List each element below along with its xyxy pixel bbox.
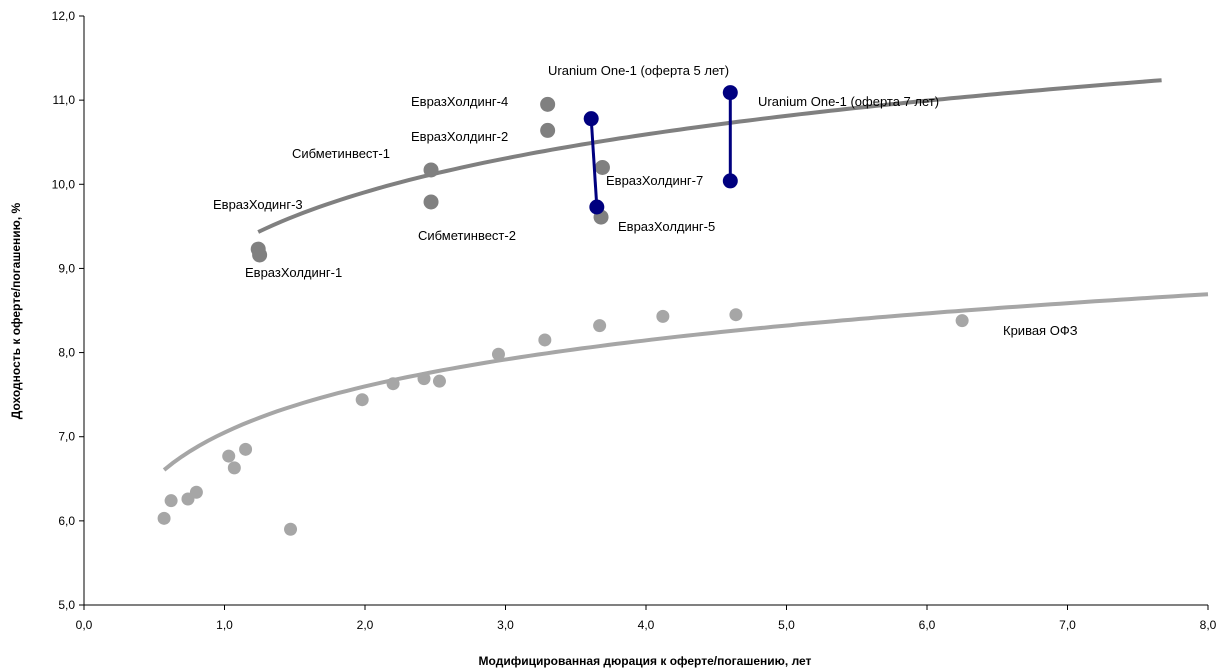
- ofz-point: [239, 442, 253, 456]
- ofz-point: [386, 377, 400, 391]
- corporate-point: [250, 241, 266, 257]
- y-tick-label: 9,0: [58, 261, 75, 275]
- label-evraz-2: ЕвразХолдинг-2: [411, 129, 508, 144]
- y-tick-label: 7,0: [58, 430, 75, 444]
- x-tick-label: 8,0: [1200, 618, 1217, 632]
- data-points: [157, 85, 969, 536]
- x-tick-label: 4,0: [638, 618, 655, 632]
- corporate-point: [540, 96, 556, 112]
- x-tick-label: 0,0: [76, 618, 93, 632]
- y-axis-title: Доходность к оферте/погашению, %: [9, 202, 23, 419]
- ofz-point: [955, 314, 969, 328]
- y-tick-label: 11,0: [53, 93, 76, 107]
- x-tick-label: 1,0: [216, 618, 233, 632]
- corporate-point: [594, 159, 610, 175]
- label-ofz-curve: Кривая ОФЗ: [1003, 323, 1078, 338]
- x-tick-label: 6,0: [919, 618, 936, 632]
- corporate-point: [423, 194, 439, 210]
- ofz-point: [157, 511, 171, 525]
- ofz-trend-curve: [162, 292, 1209, 472]
- label-evraz-5: ЕвразХолдинг-5: [618, 219, 715, 234]
- ofz-point: [189, 485, 203, 499]
- y-tick-label: 8,0: [58, 346, 75, 360]
- corporate-trend-curve: [257, 78, 1162, 234]
- ofz-point: [284, 522, 298, 536]
- y-tick-label: 10,0: [52, 177, 76, 191]
- label-evraz-3: ЕвразХодинг-3: [213, 197, 303, 212]
- ofz-point: [656, 309, 670, 323]
- x-tick-label: 3,0: [497, 618, 514, 632]
- ofz-point: [538, 333, 552, 347]
- ofz-point: [355, 393, 369, 407]
- label-sibmet-1: Сибметинвест-1: [292, 146, 390, 161]
- ofz-point: [432, 374, 446, 388]
- ofz-point: [729, 308, 743, 322]
- x-tick-label: 2,0: [357, 618, 374, 632]
- uranium-point: [722, 85, 738, 101]
- label-sibmet-2: Сибметинвест-2: [418, 228, 516, 243]
- x-tick-label: 7,0: [1059, 618, 1076, 632]
- label-uranium-5y: Uranium One-1 (оферта 5 лет): [548, 63, 729, 78]
- corporate-point: [540, 122, 556, 138]
- uranium-point: [583, 111, 599, 127]
- x-axis-title: Модифицированная дюрация к оферте/погаше…: [479, 654, 812, 668]
- uranium-connector-line: [589, 118, 599, 208]
- corporate-point: [423, 162, 439, 178]
- ofz-point: [222, 449, 236, 463]
- y-tick-label: 5,0: [58, 598, 75, 612]
- label-evraz-4: ЕвразХолдинг-4: [411, 94, 508, 109]
- label-uranium-7y: Uranium One-1 (оферта 7 лет): [758, 94, 939, 109]
- label-evraz-1: ЕвразХолдинг-1: [245, 265, 342, 280]
- trend-curves: [162, 78, 1209, 472]
- y-tick-label: 6,0: [58, 514, 75, 528]
- ofz-point: [227, 461, 241, 475]
- label-evraz-7: ЕвразХолдинг-7: [606, 173, 703, 188]
- uranium-point: [722, 173, 738, 189]
- uranium-point: [589, 199, 605, 215]
- ofz-point: [164, 494, 178, 508]
- point-labels: ЕвразХолдинг-1 ЕвразХодинг-3 Сибметинвес…: [213, 63, 1078, 338]
- axes: 5,0 6,0 7,0 8,0 9,0 10,0 11,0 12,0 0,0 1,0 2,0 3,0 4…: [52, 9, 1217, 632]
- x-tick-label: 5,0: [778, 618, 795, 632]
- ofz-point: [491, 347, 505, 361]
- ofz-point: [417, 372, 431, 386]
- y-tick-label: 12,0: [52, 9, 76, 23]
- ofz-point: [593, 319, 607, 333]
